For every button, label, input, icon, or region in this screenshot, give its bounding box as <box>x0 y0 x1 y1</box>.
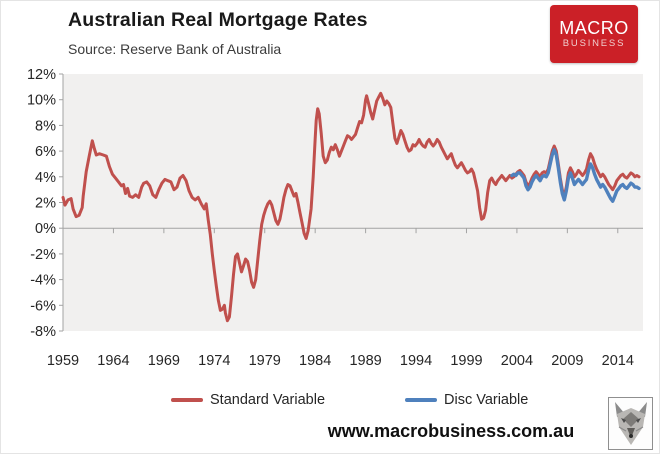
page-title: Australian Real Mortgage Rates <box>68 9 368 31</box>
y-axis-label: -8% <box>30 324 56 340</box>
y-axis-label: 0% <box>35 221 56 237</box>
y-axis-label: 10% <box>27 93 56 109</box>
legend-label-standard-variable: Standard Variable <box>210 392 326 408</box>
x-axis-label: 1959 <box>47 353 79 369</box>
y-axis-label: 8% <box>35 118 56 134</box>
x-axis-label: 2009 <box>551 353 583 369</box>
x-axis-label: 1989 <box>349 353 381 369</box>
chart-legend: Standard Variable Disc Variable <box>1 390 659 410</box>
source-note: Source: Reserve Bank of Australia <box>68 41 282 57</box>
y-axis-label: -6% <box>30 298 56 314</box>
y-axis-label: -4% <box>30 273 56 289</box>
x-axis-label: 1979 <box>249 353 281 369</box>
y-axis-label: -2% <box>30 247 56 263</box>
x-axis-label: 1964 <box>97 353 129 369</box>
legend-item-standard-variable: Standard Variable <box>171 390 325 410</box>
macrobusiness-logo: MACRO BUSINESS <box>550 5 638 63</box>
plot-background <box>63 74 643 331</box>
y-axis-label: 12% <box>27 67 56 83</box>
y-axis-label: 6% <box>35 144 56 160</box>
y-axis-label: 2% <box>35 196 56 212</box>
series-line-disc-variable <box>510 148 641 203</box>
x-axis-label: 2014 <box>602 353 634 369</box>
x-axis-label: 1999 <box>450 353 482 369</box>
legend-label-disc-variable: Disc Variable <box>444 392 529 408</box>
legend-swatch-disc-variable <box>405 398 437 402</box>
x-axis-label: 1984 <box>299 353 331 369</box>
x-axis-label: 1994 <box>400 353 432 369</box>
legend-item-disc-variable: Disc Variable <box>405 390 528 410</box>
logo-text-macro: MACRO <box>559 18 629 38</box>
mortgage-rates-chart: 12% 10% 8% 6% 4% 2% 0% -2% -4% -6% -8% 1959 1964 1969… <box>27 67 643 369</box>
website-url: www.macrobusiness.com.au <box>327 421 575 441</box>
y-axis-label: 4% <box>35 170 56 186</box>
logo-text-business: BUSINESS <box>562 38 626 49</box>
legend-swatch-standard-variable <box>171 398 203 402</box>
x-axis-label: 1974 <box>198 353 230 369</box>
x-axis-label: 1969 <box>148 353 180 369</box>
wolf-icon <box>614 401 647 445</box>
wolf-emblem <box>608 397 653 450</box>
x-axis-label: 2004 <box>501 353 533 369</box>
